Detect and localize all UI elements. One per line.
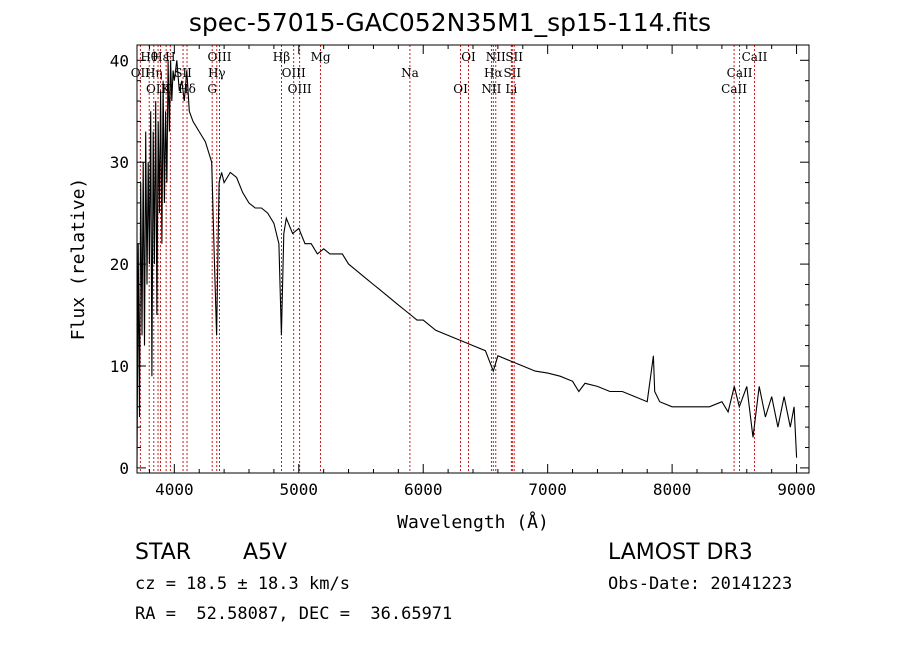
line-label: CaII — [742, 50, 768, 64]
line-label: OIII — [207, 50, 231, 64]
line-label: NII — [486, 50, 506, 64]
line-label: Na — [401, 66, 419, 80]
line-label: OIII — [146, 82, 170, 96]
object-subclass: A5V — [243, 540, 288, 565]
x-tick-label: 9000 — [777, 480, 816, 499]
survey-name: LAMOST DR3 — [608, 540, 753, 565]
line-label: Li — [505, 82, 517, 96]
y-tick-label: 40 — [110, 51, 129, 70]
x-axis-label: Wavelength (Å) — [397, 511, 549, 533]
line-label: OIII — [288, 82, 312, 96]
spectrum-line — [136, 60, 798, 468]
emission-line-markers: HθOIIOIIIHεHηKHSIIHδOIIIHγGHβOIIIOIIIMgN… — [131, 45, 768, 473]
line-label: OII — [131, 66, 151, 80]
line-label: Hε — [152, 50, 169, 64]
line-label: H — [165, 50, 175, 64]
line-label: OI — [461, 50, 476, 64]
coordinates: RA = 52.58087, DEC = 36.65971 — [135, 604, 453, 624]
spectrum-layer — [136, 60, 798, 468]
line-label: NII — [481, 82, 501, 96]
y-tick-label: 0 — [119, 459, 129, 478]
line-label: G — [207, 82, 217, 96]
y-tick-label: 20 — [110, 255, 129, 274]
y-tick-label: 30 — [110, 153, 129, 172]
line-label: Hη — [145, 66, 163, 80]
line-label: SII — [503, 66, 521, 80]
line-label: CaII — [727, 66, 753, 80]
line-label: K — [162, 82, 172, 96]
x-tick-label: 6000 — [404, 480, 443, 499]
line-label: Mg — [311, 50, 331, 64]
line-label: OI — [453, 82, 468, 96]
y-axis-label: Flux (relative) — [68, 178, 89, 341]
plot-frame — [136, 44, 810, 474]
line-label: OIII — [282, 66, 306, 80]
chart-title: spec-57015-GAC052N35M1_sp15-114.fits — [188, 8, 712, 37]
line-label: Hγ — [208, 66, 226, 80]
line-label: CaII — [721, 82, 747, 96]
line-label: SII — [505, 50, 523, 64]
object-class: STAR — [135, 540, 192, 565]
x-tick-label: 5000 — [280, 480, 319, 499]
y-tick-label: 10 — [110, 357, 129, 376]
observation-date: Obs-Date: 20141223 — [608, 574, 793, 594]
line-label: Hβ — [273, 50, 290, 64]
axis-ticks: 4000 5000 6000 7000 8000 9000 0 10 20 30 40 — [110, 45, 816, 499]
redshift-velocity: cz = 18.5 ± 18.3 km/s — [135, 574, 350, 594]
line-label: Hα — [484, 66, 503, 80]
x-tick-label: 4000 — [155, 480, 194, 499]
x-tick-label: 7000 — [528, 480, 567, 499]
x-tick-label: 8000 — [653, 480, 692, 499]
